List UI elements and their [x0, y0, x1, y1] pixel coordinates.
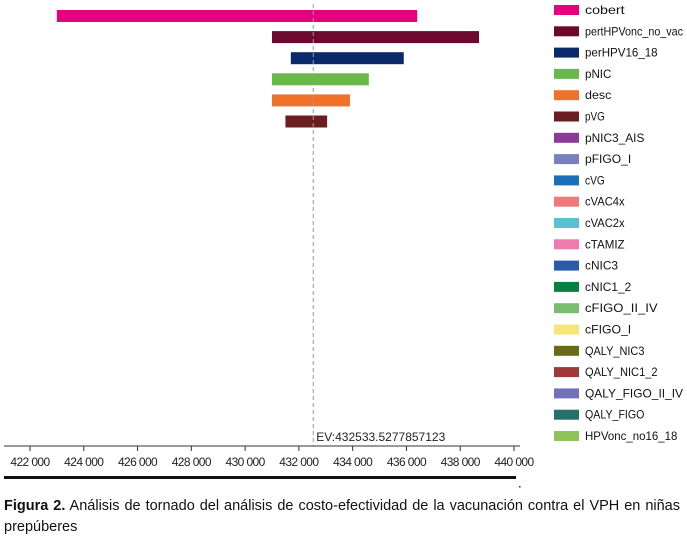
ev-label: EV:432533.5277857123	[316, 430, 445, 444]
legend-swatch-cNIC3	[554, 260, 579, 271]
bar-desc	[272, 94, 350, 107]
bar-pNIC	[272, 73, 369, 86]
legend-label-pFIGO_I: pFIGO_I	[585, 152, 631, 166]
legend-label-cobert: cobert	[585, 3, 625, 17]
scale-bar	[4, 476, 516, 479]
legend-label-QALY_NIC3: QALY_NIC3	[585, 344, 645, 358]
legend-label-cFIGO_I: cFIGO_I	[585, 323, 631, 337]
legend-swatch-QALY_FIGO_II_IV	[554, 388, 579, 399]
legend-label-QALY_FIGO: QALY_FIGO	[585, 408, 644, 422]
legend-swatch-cTAMIZ	[554, 239, 579, 250]
legend-swatch-HPVonc_no16_18	[554, 431, 579, 441]
tick-label: 432 000	[279, 455, 319, 469]
chart-canvas: EV:432533.5277857123 422 000 424 000 426 0…	[4, 3, 683, 488]
bar-perHPV16_18	[290, 52, 404, 65]
legend-label-cVAC2x: cVAC2x	[585, 216, 625, 230]
legend-swatch-pNIC3_AIS	[554, 132, 579, 143]
legend-swatch-perHPV16_18	[554, 47, 579, 58]
legend-label-desc: desc	[585, 88, 611, 102]
tick-label: 436 000	[387, 455, 427, 469]
bar-cobert	[56, 10, 418, 22]
legend-swatch-cVAC2x	[554, 218, 579, 228]
legend-swatch-pNIC	[554, 68, 579, 79]
axis-dot	[519, 486, 521, 488]
tick-label: 424 000	[64, 455, 104, 469]
caption-label: Figura 2.	[4, 498, 66, 514]
tick-label: 430 000	[226, 455, 266, 469]
legend-label-pNIC: pNIC	[585, 67, 612, 81]
legend-label-QALY_NIC1_2: QALY_NIC1_2	[585, 365, 658, 379]
legend-swatch-pFIGO_I	[554, 154, 579, 165]
legend-swatch-QALY_NIC1_2	[554, 367, 579, 378]
legend-swatch-cFIGO_II_IV	[554, 303, 579, 314]
legend-swatch-QALY_NIC3	[554, 345, 579, 356]
legend-swatch-pertHPVonc_no_vac	[554, 26, 579, 37]
legend-swatch-cFIGO_I	[554, 324, 579, 335]
legend-label-QALY_FIGO_II_IV: QALY_FIGO_II_IV	[585, 386, 683, 400]
legend-label-cVAC4x: cVAC4x	[585, 195, 625, 209]
tick-label: 422 000	[10, 455, 50, 469]
tick-label: 438 000	[441, 455, 481, 469]
ev-layer: EV:432533.5277857123	[312, 4, 446, 446]
legend-label-pVG: pVG	[585, 110, 605, 124]
legend-swatch-pVG	[554, 111, 579, 122]
legend-swatch-cobert	[554, 5, 579, 15]
legend-label-pertHPVonc_no_vac: pertHPVonc_no_vac	[585, 24, 683, 38]
tick-label: 440 000	[494, 455, 534, 469]
legend-label-perHPV16_18: perHPV16_18	[585, 46, 658, 60]
tick-label: 428 000	[172, 455, 212, 469]
legend-label-cNIC1_2: cNIC1_2	[585, 280, 632, 294]
legend-label-cVG: cVG	[585, 173, 605, 187]
tick-label: 434 000	[333, 455, 373, 469]
bars-layer	[56, 10, 480, 128]
bar-pVG	[285, 115, 328, 128]
legend-swatch-cNIC1_2	[554, 281, 579, 292]
bar-pertHPVonc_no_vac	[272, 31, 480, 44]
legend-label-cFIGO_II_IV: cFIGO_II_IV	[585, 301, 658, 315]
legend-label-cNIC3: cNIC3	[585, 259, 618, 273]
caption-text: Análisis de tornado del análisis de cost…	[4, 498, 680, 535]
legend-swatch-cVG	[554, 175, 579, 186]
legend: cobert pertHPVonc_no_vac perHPV16_18 pNIC de…	[554, 3, 683, 443]
legend-swatch-cVAC4x	[554, 196, 579, 207]
legend-swatch-desc	[554, 90, 579, 101]
figure-caption: Figura 2. Análisis de tornado del anális…	[4, 496, 680, 538]
legend-swatch-QALY_FIGO	[554, 409, 579, 420]
legend-label-cTAMIZ: cTAMIZ	[585, 237, 625, 251]
tick-label: 426 000	[118, 455, 158, 469]
x-axis: 422 000 424 000 426 000 428 000 430 000 432 0…	[4, 445, 535, 488]
legend-label-pNIC3_AIS: pNIC3_AIS	[585, 131, 644, 145]
legend-label-HPVonc_no16_18: HPVonc_no16_18	[585, 429, 678, 443]
